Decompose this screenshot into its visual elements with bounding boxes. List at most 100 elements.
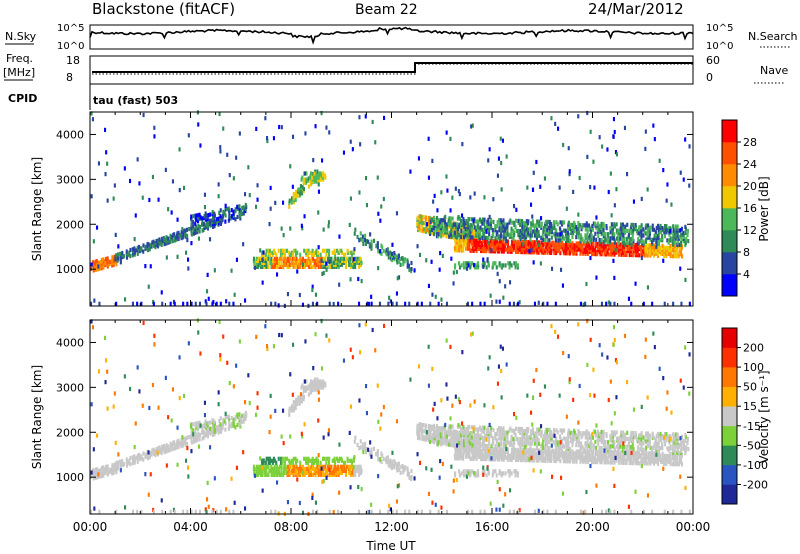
velocity-cell [521, 447, 524, 453]
velocity-cell [230, 422, 233, 427]
power-cell [395, 301, 398, 306]
power-cell [560, 230, 563, 235]
velocity-cell [548, 446, 551, 451]
power-cell [489, 243, 492, 248]
power-cell [312, 264, 315, 269]
velocity-cell [638, 433, 641, 438]
velocity-cell [464, 454, 467, 459]
velocity-cell [663, 442, 666, 447]
power-cell [679, 266, 682, 271]
velocity-cell [615, 430, 618, 435]
power-cell [538, 240, 541, 245]
power-cell [356, 256, 359, 261]
power-cell [232, 301, 235, 306]
power-cell [460, 228, 463, 234]
power-panel-frame [89, 111, 694, 307]
power-cell [368, 301, 371, 307]
power-cell [555, 220, 558, 225]
velocity-cell [207, 430, 210, 435]
velocity-cell [271, 472, 274, 477]
velocity-cell [617, 456, 620, 461]
velocity-cell [296, 458, 299, 463]
velocity-cell [183, 436, 186, 441]
power-cell [342, 150, 345, 155]
velocity-cell [256, 470, 259, 475]
velocity-cell [125, 457, 128, 462]
power-cell [667, 245, 670, 251]
velocity-cell [324, 381, 327, 386]
power-cell [639, 239, 642, 244]
velocity-cell [658, 450, 661, 455]
power-cell [340, 256, 343, 261]
power-cell [540, 240, 543, 245]
power-cell [523, 237, 526, 242]
velocity-cell [202, 435, 205, 440]
power-cell [419, 252, 422, 257]
velocity-cell [294, 405, 297, 411]
power-cell [590, 241, 593, 246]
velocity-cell [205, 431, 208, 436]
power-cell [272, 136, 275, 141]
colorbar-tick-label: 8 [743, 246, 750, 259]
power-cell [312, 158, 315, 163]
velocity-cell [564, 440, 567, 445]
velocity-cell [645, 431, 648, 436]
velocity-cell [454, 442, 457, 447]
power-cell [537, 300, 540, 305]
power-cell [328, 259, 331, 264]
power-cell [485, 249, 488, 254]
power-cell [494, 239, 497, 244]
power-cell [359, 256, 362, 261]
velocity-cell [242, 419, 245, 424]
power-cell [623, 236, 626, 241]
velocity-cell [315, 387, 318, 392]
velocity-cell [398, 467, 401, 472]
power-cell [224, 207, 227, 212]
velocity-cell [558, 457, 561, 462]
power-cell [136, 157, 139, 162]
power-cell [146, 246, 149, 251]
velocity-cell [344, 472, 347, 477]
power-cell [369, 232, 372, 237]
power-cell [277, 262, 280, 267]
power-cell [97, 264, 100, 269]
power-cell [97, 161, 100, 166]
power-cell [509, 280, 512, 285]
power-cell [370, 294, 373, 299]
power-cell [321, 175, 324, 180]
velocity-cell [192, 422, 195, 427]
power-cell [586, 110, 589, 116]
power-cell [589, 245, 592, 250]
power-cell [511, 239, 514, 244]
power-cell [198, 229, 201, 234]
power-cell [299, 191, 302, 196]
power-cell [672, 224, 675, 229]
power-cell [496, 173, 499, 178]
power-cell [435, 232, 438, 237]
power-cell [327, 252, 330, 257]
velocity-cell [281, 456, 284, 461]
power-cell [601, 144, 604, 149]
power-cell [397, 253, 400, 258]
power-cell [317, 210, 320, 215]
power-cell [292, 192, 295, 197]
velocity-cell [368, 450, 371, 455]
velocity-cell [626, 436, 629, 441]
power-cell [358, 190, 361, 195]
power-cell [652, 123, 655, 128]
power-cell [233, 292, 236, 297]
power-cell [254, 265, 257, 270]
power-cell [416, 215, 419, 220]
power-cell [659, 223, 662, 229]
power-cell [211, 301, 214, 306]
power-cell [151, 174, 154, 180]
power-cell [565, 206, 568, 211]
power-cell [299, 252, 302, 257]
velocity-cell [575, 432, 578, 438]
power-cell [601, 227, 604, 233]
power-cell [663, 245, 666, 250]
velocity-cell [422, 423, 425, 428]
velocity-cell [316, 464, 319, 469]
power-cell [479, 227, 482, 232]
power-cell [248, 193, 251, 198]
